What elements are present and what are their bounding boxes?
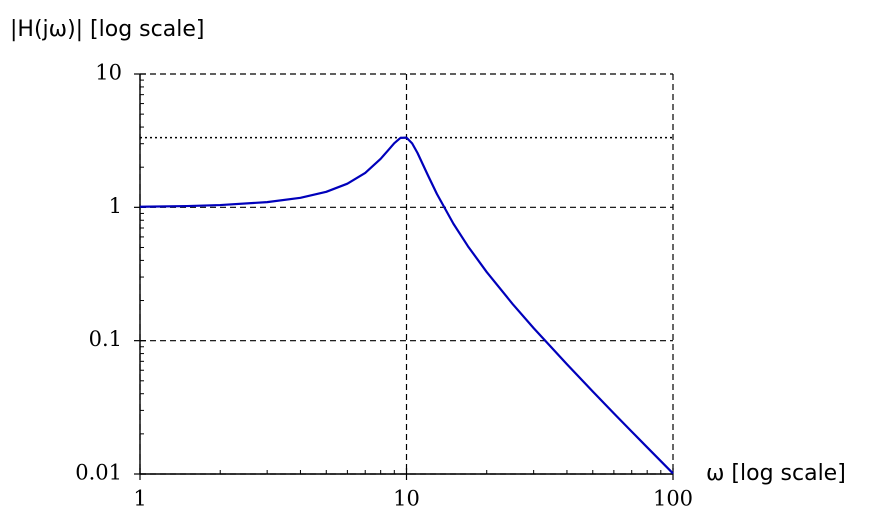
y-tick-label: 10 [95, 61, 122, 85]
y-axis-label: |H(jω)| [log scale] [10, 17, 204, 42]
y-tick-label: 0.01 [75, 461, 122, 485]
x-tick-label: 10 [393, 487, 420, 511]
line [139, 136, 674, 475]
y-tick-label: 0.1 [89, 327, 122, 351]
x-tick-label: 100 [653, 487, 693, 511]
x-tick-label: 1 [133, 487, 146, 511]
x-axis-label: ω [log scale] [706, 461, 846, 486]
y-tick-label: 1 [109, 194, 122, 218]
